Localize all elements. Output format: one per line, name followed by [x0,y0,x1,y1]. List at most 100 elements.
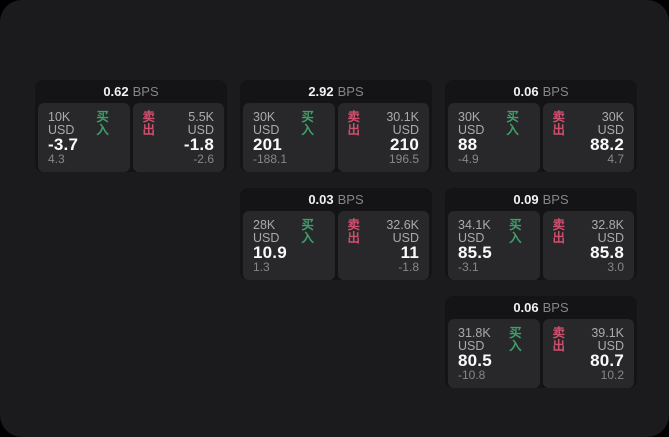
buy-panel[interactable]: 31.8K USD 买入 80.5 -10.8 [448,319,540,388]
bps-unit-label: BPS [337,84,364,99]
sell-price: 11 [400,243,419,262]
quote-card-grid: 0.62 BPS 10K USD 买入 -3.7 4.3 卖出 5.5K USD… [35,80,637,388]
sell-delta: -2.6 [193,152,214,166]
sell-panel[interactable]: 卖出 30K USD 88.2 4.7 [542,103,634,172]
buy-price: 85.5 [458,243,492,262]
buy-button[interactable]: 买入 [301,110,314,137]
sell-panel-top: 卖出 5.5K USD [143,111,215,136]
buy-panel-top: 34.1K USD 买入 [458,219,530,244]
buy-price: 201 [253,135,282,154]
buy-button[interactable]: 买入 [301,218,314,245]
buy-price: 10.9 [253,243,287,262]
buy-size-label: 31.8K USD [458,326,491,353]
bps-unit-label: BPS [337,192,364,207]
buy-panel[interactable]: 30K USD 买入 201 -188.1 [243,103,335,172]
buy-panel-top: 31.8K USD 买入 [458,327,530,352]
quote-card-body: 31.8K USD 买入 80.5 -10.8 卖出 39.1K USD 80.… [448,319,634,388]
buy-panel[interactable]: 28K USD 买入 10.9 1.3 [243,211,335,280]
quote-card: 0.09 BPS 34.1K USD 买入 85.5 -3.1 卖出 32.8K… [445,188,637,280]
buy-delta: -10.8 [458,368,486,382]
sell-price: -1.8 [183,135,214,154]
sell-button[interactable]: 卖出 [552,218,566,245]
quote-card: 0.62 BPS 10K USD 买入 -3.7 4.3 卖出 5.5K USD… [35,80,227,172]
quote-card: 0.03 BPS 28K USD 买入 10.9 1.3 卖出 32.6K US… [240,188,432,280]
bps-value: 0.62 [103,84,129,99]
sell-price: 85.8 [590,243,624,262]
quote-card: 0.06 BPS 30K USD 买入 88 -4.9 卖出 30K USD 8… [445,80,637,172]
buy-price: 80.5 [458,351,492,370]
bps-header: 0.62 BPS [38,80,224,103]
sell-panel-top: 卖出 30.1K USD [348,111,420,136]
bps-unit-label: BPS [542,300,569,315]
bps-header: 0.09 BPS [448,188,634,211]
bps-unit-label: BPS [542,84,569,99]
quote-card-body: 34.1K USD 买入 85.5 -3.1 卖出 32.8K USD 85.8… [448,211,634,280]
sell-size-label: 30.1K USD [386,110,419,137]
quote-card-body: 10K USD 买入 -3.7 4.3 卖出 5.5K USD -1.8 -2.… [38,103,224,172]
sell-panel[interactable]: 卖出 32.6K USD 11 -1.8 [337,211,429,280]
quote-card: 0.06 BPS 31.8K USD 买入 80.5 -10.8 卖出 39.1… [445,296,637,388]
buy-button[interactable]: 买入 [509,218,522,245]
buy-delta: -4.9 [458,152,479,166]
bps-value: 2.92 [308,84,334,99]
bps-value: 0.06 [513,300,539,315]
quote-card-body: 30K USD 买入 88 -4.9 卖出 30K USD 88.2 4.7 [448,103,634,172]
buy-delta: 1.3 [253,260,270,274]
buy-delta: -3.1 [458,260,479,274]
sell-panel-top: 卖出 32.8K USD [553,219,625,244]
buy-size-label: 30K USD [253,110,280,137]
sell-button[interactable]: 卖出 [347,218,361,245]
sell-panel[interactable]: 卖出 39.1K USD 80.7 10.2 [542,319,634,388]
buy-button[interactable]: 买入 [96,110,109,137]
buy-price: -3.7 [48,135,79,154]
sell-size-label: 39.1K USD [591,326,624,353]
sell-panel-top: 卖出 32.6K USD [348,219,420,244]
buy-panel[interactable]: 30K USD 买入 88 -4.9 [448,103,540,172]
bps-unit-label: BPS [132,84,159,99]
buy-delta: -188.1 [253,152,288,166]
sell-size-label: 32.6K USD [386,218,419,245]
buy-size-label: 10K USD [48,110,75,137]
sell-delta: 3.0 [607,260,624,274]
buy-panel-top: 30K USD 买入 [458,111,530,136]
sell-button[interactable]: 卖出 [142,110,156,137]
sell-button[interactable]: 卖出 [552,110,566,137]
bps-unit-label: BPS [542,192,569,207]
bps-value: 0.03 [308,192,334,207]
buy-button[interactable]: 买入 [509,326,522,353]
sell-price: 210 [390,135,419,154]
sell-price: 88.2 [590,135,624,154]
sell-panel[interactable]: 卖出 5.5K USD -1.8 -2.6 [132,103,224,172]
sell-delta: 4.7 [607,152,624,166]
sell-panel-top: 卖出 30K USD [553,111,625,136]
sell-price: 80.7 [590,351,624,370]
buy-delta: 4.3 [48,152,65,166]
buy-panel[interactable]: 10K USD 买入 -3.7 4.3 [38,103,130,172]
buy-panel[interactable]: 34.1K USD 买入 85.5 -3.1 [448,211,540,280]
buy-size-label: 34.1K USD [458,218,491,245]
sell-panel[interactable]: 卖出 30.1K USD 210 196.5 [337,103,429,172]
buy-panel-top: 10K USD 买入 [48,111,120,136]
sell-size-label: 30K USD [597,110,624,137]
buy-size-label: 28K USD [253,218,280,245]
quote-card-body: 28K USD 买入 10.9 1.3 卖出 32.6K USD 11 -1.8 [243,211,429,280]
sell-delta: 10.2 [600,368,624,382]
buy-size-label: 30K USD [458,110,485,137]
bps-header: 0.03 BPS [243,188,429,211]
buy-panel-top: 30K USD 买入 [253,111,325,136]
sell-delta: -1.8 [398,260,419,274]
sell-button[interactable]: 卖出 [552,326,566,353]
bps-header: 2.92 BPS [243,80,429,103]
quote-card-body: 30K USD 买入 201 -188.1 卖出 30.1K USD 210 1… [243,103,429,172]
buy-price: 88 [458,135,478,154]
sell-panel[interactable]: 卖出 32.8K USD 85.8 3.0 [542,211,634,280]
sell-size-label: 32.8K USD [591,218,624,245]
buy-button[interactable]: 买入 [506,110,519,137]
sell-button[interactable]: 卖出 [347,110,361,137]
sell-size-label: 5.5K USD [187,110,214,137]
quote-card: 2.92 BPS 30K USD 买入 201 -188.1 卖出 30.1K … [240,80,432,172]
bps-header: 0.06 BPS [448,80,634,103]
buy-panel-top: 28K USD 买入 [253,219,325,244]
bps-value: 0.06 [513,84,539,99]
